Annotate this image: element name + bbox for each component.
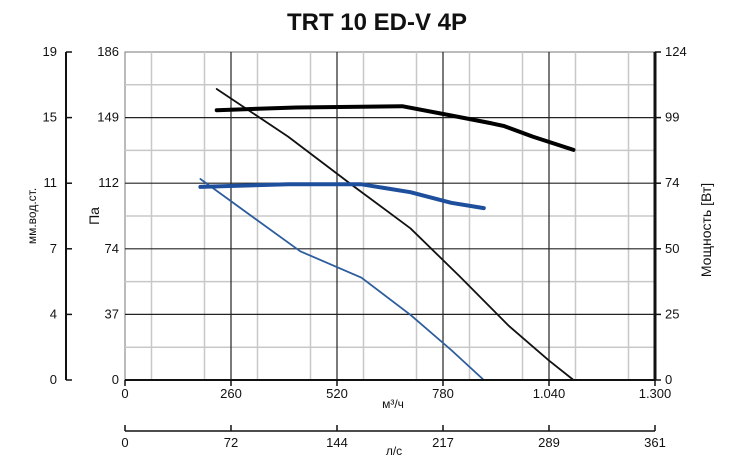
x2-tick-label: 0: [121, 435, 128, 450]
x-tick-label: 260: [220, 386, 242, 401]
x2-tick-label: 217: [432, 435, 454, 450]
y2-tick-label: 124: [665, 44, 687, 59]
x2-tick-label: 144: [326, 435, 348, 450]
x-tick-label: 520: [326, 386, 348, 401]
y2-tick-label: 74: [665, 175, 679, 190]
x-tick-label: 0: [121, 386, 128, 401]
y-tick-label: 74: [105, 241, 119, 256]
grid: [125, 52, 655, 380]
pressure-curve-line: [215, 88, 575, 381]
y2-tick-label: 25: [665, 306, 679, 321]
y-outer-tick-label: 7: [50, 241, 57, 256]
y-tick-label: 112: [98, 175, 119, 190]
y-tick-label: 37: [105, 306, 119, 321]
x-axis-label: м³/ч: [382, 397, 404, 411]
x2-tick-label: 361: [644, 435, 666, 450]
y-tick-label: 149: [97, 110, 119, 125]
y2-tick-label: 50: [665, 241, 679, 256]
y-outer-tick-label: 11: [44, 175, 58, 190]
x2-tick-label: 72: [224, 435, 238, 450]
right-axis-label: Мощность [Вт]: [698, 183, 714, 277]
y-tick-label: 0: [112, 372, 119, 387]
x2-tick-label: 289: [538, 435, 560, 450]
y2-tick-label: 0: [665, 372, 672, 387]
y-outer-tick-label: 0: [50, 372, 57, 387]
power-curve-line: [198, 182, 486, 211]
x-tick-label: 1.040: [533, 386, 566, 401]
y-outer-tick-label: 4: [50, 306, 57, 321]
power-curve-line: [214, 104, 576, 152]
left-axis-label: Па: [86, 207, 102, 225]
chart-title: TRT 10 ED-V 4P: [287, 9, 467, 36]
y2-tick-label: 99: [665, 110, 679, 125]
left-outer-axis-label: мм.вод.ст.: [25, 188, 39, 244]
x-tick-label: 780: [432, 386, 454, 401]
y-outer-tick-label: 19: [43, 44, 57, 59]
y-outer-tick-label: 15: [43, 110, 57, 125]
pressure-curve-line: [199, 178, 485, 381]
series-layer: [198, 88, 576, 381]
x-tick-label: 1.300: [639, 386, 672, 401]
y-tick-label: 186: [97, 44, 119, 59]
secondary-x-axis-label: л/с: [386, 444, 402, 458]
